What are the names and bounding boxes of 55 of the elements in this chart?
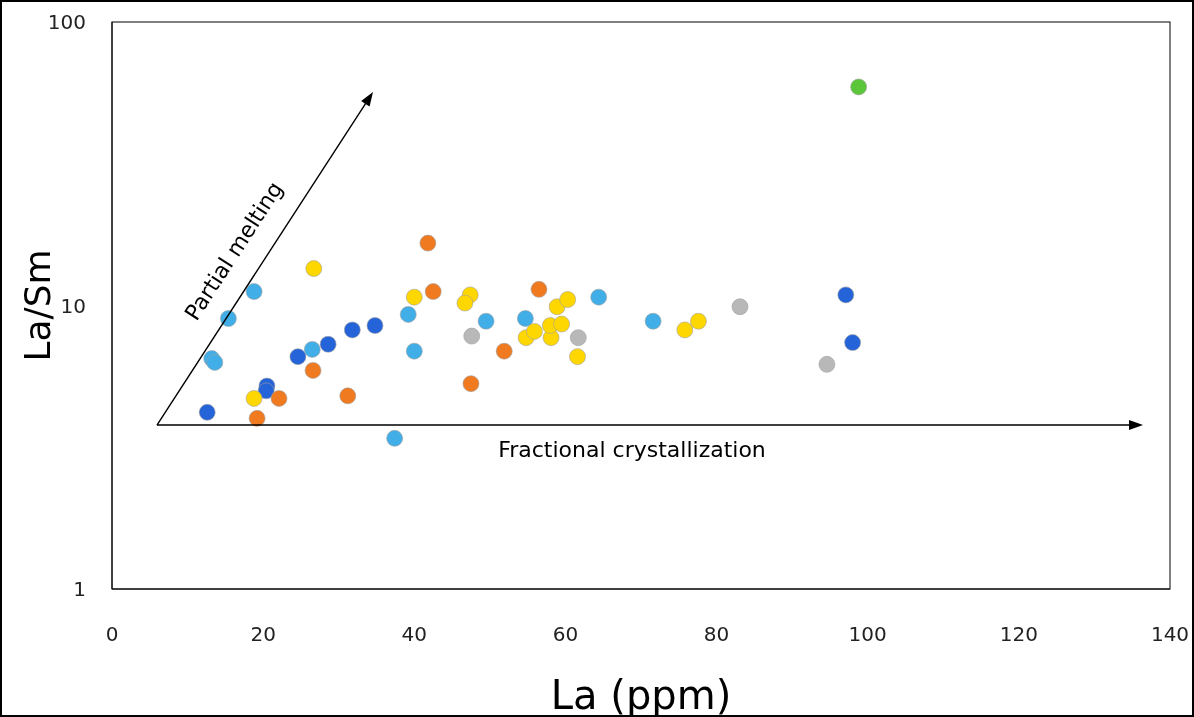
x-tick-label: 140	[1150, 622, 1190, 647]
point	[303, 341, 321, 358]
point	[304, 362, 322, 379]
point	[676, 321, 694, 339]
point	[245, 283, 263, 300]
point	[818, 356, 836, 373]
point	[553, 315, 570, 333]
point	[837, 286, 855, 304]
point	[386, 430, 403, 447]
point	[245, 390, 263, 407]
y-axis-title: La/Sm	[17, 249, 58, 362]
point	[344, 321, 361, 339]
point	[590, 288, 607, 306]
point	[456, 294, 474, 312]
point	[424, 283, 442, 300]
point	[462, 375, 480, 392]
x-tick-label: 20	[250, 622, 276, 647]
annotation: Fractional crystallization	[498, 437, 766, 462]
x-tick-label: 120	[999, 622, 1038, 647]
point	[339, 387, 357, 405]
point	[569, 329, 587, 346]
point	[366, 317, 384, 334]
x-tick-label: 0	[105, 622, 119, 647]
point	[517, 310, 534, 327]
point	[289, 348, 307, 365]
y-tick-label: 1	[73, 577, 86, 602]
x-tick-label: 40	[401, 622, 428, 647]
point	[248, 410, 266, 427]
point	[405, 288, 423, 306]
point	[731, 298, 749, 316]
point	[198, 404, 216, 421]
point	[206, 354, 224, 371]
x-tick-label: 100	[848, 622, 887, 647]
point	[477, 312, 495, 330]
point	[569, 348, 586, 365]
point	[305, 260, 323, 277]
point	[319, 335, 337, 353]
point	[559, 291, 576, 308]
x-tick-label: 60	[552, 622, 579, 647]
point	[405, 342, 423, 360]
point	[844, 334, 861, 351]
point	[270, 390, 288, 407]
point	[419, 234, 437, 252]
point	[850, 78, 867, 96]
point	[495, 342, 513, 360]
point	[526, 323, 543, 340]
x-axis-title: La (ppm)	[550, 672, 732, 717]
y-tick-label: 10	[60, 293, 86, 318]
point	[530, 281, 548, 298]
point	[399, 306, 417, 323]
point	[644, 312, 662, 330]
x-tick-label: 80	[703, 622, 730, 647]
point	[463, 327, 481, 345]
point	[690, 312, 707, 330]
y-tick-label: 100	[47, 10, 86, 35]
